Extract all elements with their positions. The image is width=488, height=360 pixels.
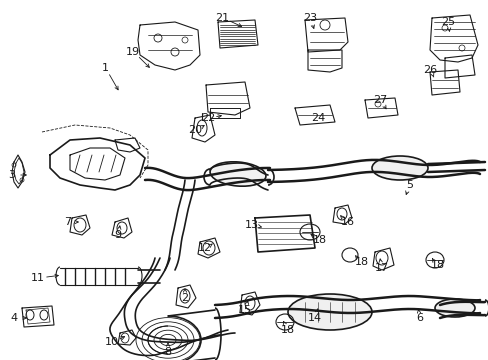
Text: 19: 19: [126, 47, 140, 57]
Text: 10: 10: [105, 337, 119, 347]
Text: 15: 15: [238, 305, 251, 315]
Text: 17: 17: [374, 263, 388, 273]
Text: 8: 8: [164, 347, 171, 357]
Text: 24: 24: [310, 113, 325, 123]
Text: 18: 18: [281, 325, 294, 335]
Text: 23: 23: [303, 13, 316, 23]
Text: 1: 1: [102, 63, 108, 73]
Text: 7: 7: [64, 217, 71, 227]
Text: 16: 16: [340, 217, 354, 227]
Ellipse shape: [210, 162, 265, 186]
Text: 12: 12: [198, 243, 212, 253]
Ellipse shape: [287, 294, 371, 330]
Ellipse shape: [371, 156, 427, 180]
Text: 5: 5: [406, 180, 413, 190]
Text: 6: 6: [416, 313, 423, 323]
Text: 14: 14: [307, 313, 322, 323]
Text: 13: 13: [244, 220, 259, 230]
Text: 18: 18: [354, 257, 368, 267]
Text: 26: 26: [422, 65, 436, 75]
Text: 21: 21: [215, 13, 228, 23]
Text: 2: 2: [181, 293, 188, 303]
Text: 25: 25: [440, 17, 454, 27]
Text: 18: 18: [430, 260, 444, 270]
Text: 9: 9: [114, 230, 122, 240]
Text: 3: 3: [8, 170, 16, 180]
Text: 22: 22: [201, 113, 215, 123]
Text: 11: 11: [31, 273, 45, 283]
Text: 20: 20: [187, 125, 202, 135]
Text: 27: 27: [372, 95, 386, 105]
Text: 18: 18: [312, 235, 326, 245]
Text: 4: 4: [10, 313, 18, 323]
Ellipse shape: [434, 299, 474, 317]
